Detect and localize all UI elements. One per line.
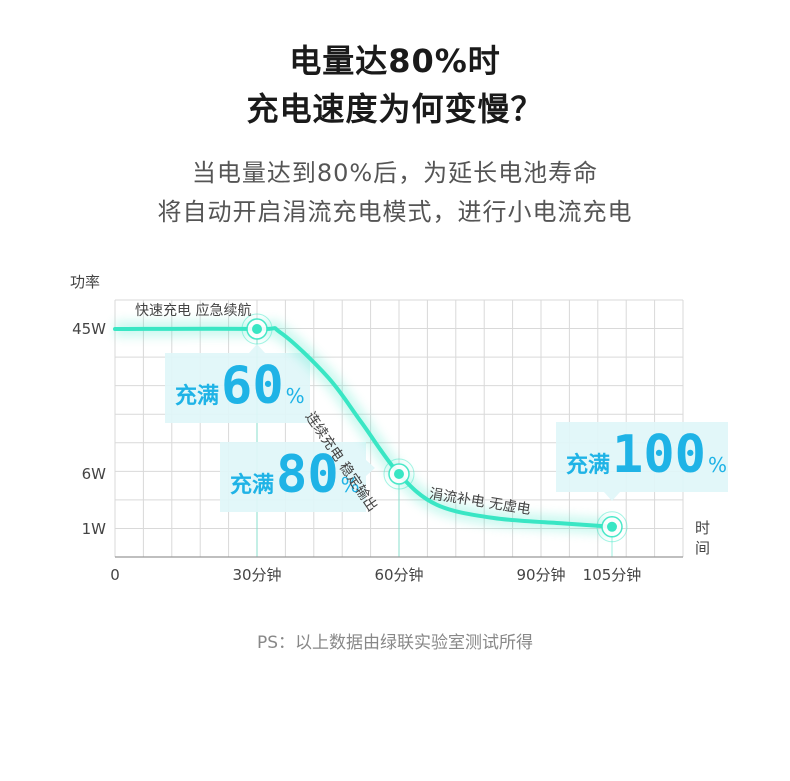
marker-layer [241, 313, 628, 543]
badge-layer: 充满60 %充满80 %充满100% [165, 344, 728, 512]
badge-background [220, 442, 366, 512]
y-tick-label: 45W [72, 320, 106, 338]
fill-badge: 充满80% [220, 442, 375, 512]
footnote: PS：以上数据由绿联实验室测试所得 [256, 633, 534, 653]
badge-background [165, 353, 310, 423]
badge-value: 80 [276, 445, 339, 505]
x-tick-label: 0 [110, 566, 120, 584]
y-tick-label: 6W [82, 465, 107, 483]
badge-background [556, 422, 728, 492]
badge-pointer [366, 460, 375, 476]
marker-dot [607, 521, 617, 532]
phase-label-fast: 快速充电 应急续航 [135, 302, 251, 319]
subtitle-line-1: 当电量达到80%后，为延长电池寿命 [191, 159, 599, 187]
marker-ring-outer [241, 313, 273, 345]
badge-text: 充满80% [230, 445, 360, 505]
badge-value: 60 [221, 356, 284, 416]
fill-badge: 充满100% [556, 422, 728, 501]
badge-prefix: 充满 [566, 452, 610, 478]
x-axis-title-char: 时 [695, 519, 710, 537]
x-tick-label: 60分钟 [374, 566, 423, 584]
marker-dot [394, 469, 404, 479]
badge-pointer [604, 492, 620, 501]
badge-suffix: % [708, 453, 727, 477]
badge-text: 充满100% [566, 425, 727, 485]
x-tick-label: 30分钟 [232, 566, 281, 584]
marker-dot [252, 324, 262, 334]
badge-suffix: % [341, 473, 360, 497]
badge-pointer [249, 344, 265, 353]
subtitle-line-2: 将自动开启涓流充电模式，进行小电流充电 [157, 198, 633, 226]
badge-prefix: 充满 [175, 383, 219, 409]
y-tick-label: 1W [82, 520, 107, 538]
x-tick-label: 105分钟 [583, 566, 642, 584]
badge-suffix: % [286, 384, 305, 408]
marker-ring-outer [596, 511, 628, 543]
title-line-2: 充电速度为何变慢？ [246, 90, 544, 128]
badge-value: 100 [612, 425, 706, 485]
marker-ring-outer [383, 458, 415, 490]
badge-prefix: 充满 [230, 472, 274, 498]
title-line-1: 电量达80%时 [289, 42, 501, 80]
fill-badge: 充满60% [165, 344, 310, 423]
x-axis-title-char: 间 [695, 539, 710, 557]
x-tick-label: 90分钟 [516, 566, 565, 584]
badge-text: 充满60% [175, 356, 305, 416]
y-axis-title: 功率 [70, 273, 100, 291]
